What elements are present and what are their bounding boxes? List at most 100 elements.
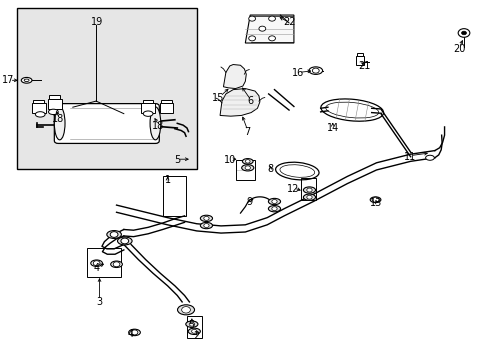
- Ellipse shape: [268, 206, 280, 212]
- Ellipse shape: [54, 107, 65, 140]
- Ellipse shape: [369, 197, 380, 203]
- Text: 5: 5: [174, 155, 180, 165]
- Ellipse shape: [303, 187, 315, 193]
- Text: 13: 13: [369, 198, 382, 208]
- Circle shape: [203, 216, 209, 220]
- Circle shape: [271, 207, 277, 211]
- Ellipse shape: [185, 321, 198, 327]
- Ellipse shape: [275, 162, 318, 180]
- Bar: [356, 53, 362, 56]
- Circle shape: [248, 36, 255, 41]
- Circle shape: [113, 262, 120, 267]
- Polygon shape: [220, 89, 259, 116]
- Ellipse shape: [106, 230, 121, 238]
- Ellipse shape: [325, 102, 378, 118]
- Circle shape: [203, 224, 209, 228]
- Ellipse shape: [242, 159, 253, 164]
- Ellipse shape: [48, 109, 58, 114]
- Bar: [142, 100, 153, 103]
- Text: 17: 17: [2, 75, 14, 85]
- Ellipse shape: [200, 222, 212, 229]
- Circle shape: [312, 68, 319, 73]
- Circle shape: [457, 29, 469, 37]
- Ellipse shape: [200, 215, 212, 221]
- Circle shape: [191, 329, 197, 333]
- Ellipse shape: [303, 194, 315, 201]
- Text: 7: 7: [244, 127, 250, 136]
- Circle shape: [244, 166, 250, 170]
- Bar: [87, 248, 121, 277]
- Ellipse shape: [425, 155, 433, 160]
- Bar: [163, 176, 185, 216]
- Circle shape: [248, 16, 255, 21]
- Text: 12: 12: [286, 184, 299, 194]
- Circle shape: [121, 238, 128, 244]
- Bar: [160, 103, 173, 113]
- Circle shape: [271, 199, 277, 203]
- Ellipse shape: [35, 112, 45, 117]
- Ellipse shape: [117, 237, 132, 245]
- Ellipse shape: [280, 165, 314, 177]
- Text: 4: 4: [128, 329, 134, 339]
- Text: 18: 18: [52, 114, 64, 124]
- Text: 19: 19: [91, 17, 103, 27]
- Text: 18: 18: [151, 121, 163, 131]
- Ellipse shape: [110, 261, 122, 267]
- Bar: [48, 99, 61, 109]
- Text: 6: 6: [246, 96, 253, 106]
- Circle shape: [131, 330, 138, 335]
- Ellipse shape: [268, 198, 280, 204]
- Circle shape: [189, 322, 194, 326]
- Ellipse shape: [24, 79, 29, 82]
- Text: 16: 16: [291, 68, 304, 78]
- Bar: [161, 100, 172, 103]
- Circle shape: [245, 159, 249, 163]
- Ellipse shape: [188, 328, 200, 334]
- Text: 10: 10: [223, 155, 235, 165]
- Ellipse shape: [143, 111, 153, 116]
- Polygon shape: [223, 64, 246, 89]
- Bar: [32, 103, 45, 113]
- Circle shape: [268, 36, 275, 41]
- Text: 9: 9: [245, 197, 252, 207]
- Ellipse shape: [91, 260, 102, 266]
- Circle shape: [268, 16, 275, 21]
- Text: 2: 2: [193, 331, 200, 341]
- Ellipse shape: [21, 77, 32, 83]
- Bar: [141, 103, 155, 113]
- Text: 5: 5: [187, 320, 194, 330]
- Circle shape: [110, 231, 118, 237]
- Circle shape: [306, 188, 311, 192]
- Circle shape: [371, 197, 378, 202]
- Text: 15: 15: [212, 93, 224, 103]
- Bar: [235, 160, 255, 180]
- Text: 4: 4: [94, 263, 100, 273]
- Text: 8: 8: [267, 164, 273, 174]
- Ellipse shape: [150, 107, 161, 140]
- Bar: [49, 95, 60, 99]
- Bar: [17, 8, 196, 169]
- Ellipse shape: [320, 99, 383, 121]
- Polygon shape: [245, 15, 293, 43]
- Text: 21: 21: [358, 61, 370, 71]
- Ellipse shape: [241, 165, 253, 171]
- Text: 1: 1: [164, 175, 170, 185]
- Text: 11: 11: [404, 152, 416, 162]
- Bar: [33, 100, 44, 103]
- FancyBboxPatch shape: [54, 104, 159, 143]
- Bar: [355, 56, 363, 64]
- Text: 14: 14: [326, 123, 338, 133]
- Circle shape: [93, 261, 100, 266]
- Text: 22: 22: [282, 17, 295, 27]
- Circle shape: [259, 26, 265, 31]
- Circle shape: [181, 307, 190, 313]
- Text: 20: 20: [452, 44, 465, 54]
- Ellipse shape: [177, 305, 194, 315]
- Ellipse shape: [308, 67, 322, 75]
- Circle shape: [461, 31, 466, 35]
- Bar: [301, 178, 315, 200]
- Circle shape: [306, 195, 311, 199]
- Text: 3: 3: [96, 297, 102, 307]
- Bar: [186, 316, 201, 338]
- Ellipse shape: [128, 329, 140, 336]
